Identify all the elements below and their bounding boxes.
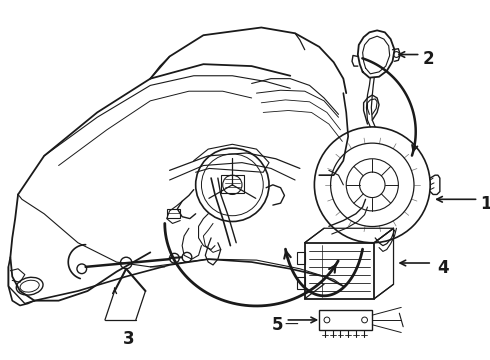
- Text: 4: 4: [437, 259, 448, 277]
- Bar: [305, 243, 374, 299]
- Text: —: —: [285, 318, 298, 332]
- Bar: [297, 278, 305, 289]
- Text: 2: 2: [422, 50, 434, 68]
- Bar: [297, 252, 305, 264]
- Bar: [221, 175, 244, 193]
- Text: 5: 5: [272, 316, 284, 334]
- Bar: [167, 209, 180, 218]
- Text: 3: 3: [123, 330, 135, 348]
- Bar: [319, 310, 372, 330]
- Text: 1: 1: [480, 195, 490, 213]
